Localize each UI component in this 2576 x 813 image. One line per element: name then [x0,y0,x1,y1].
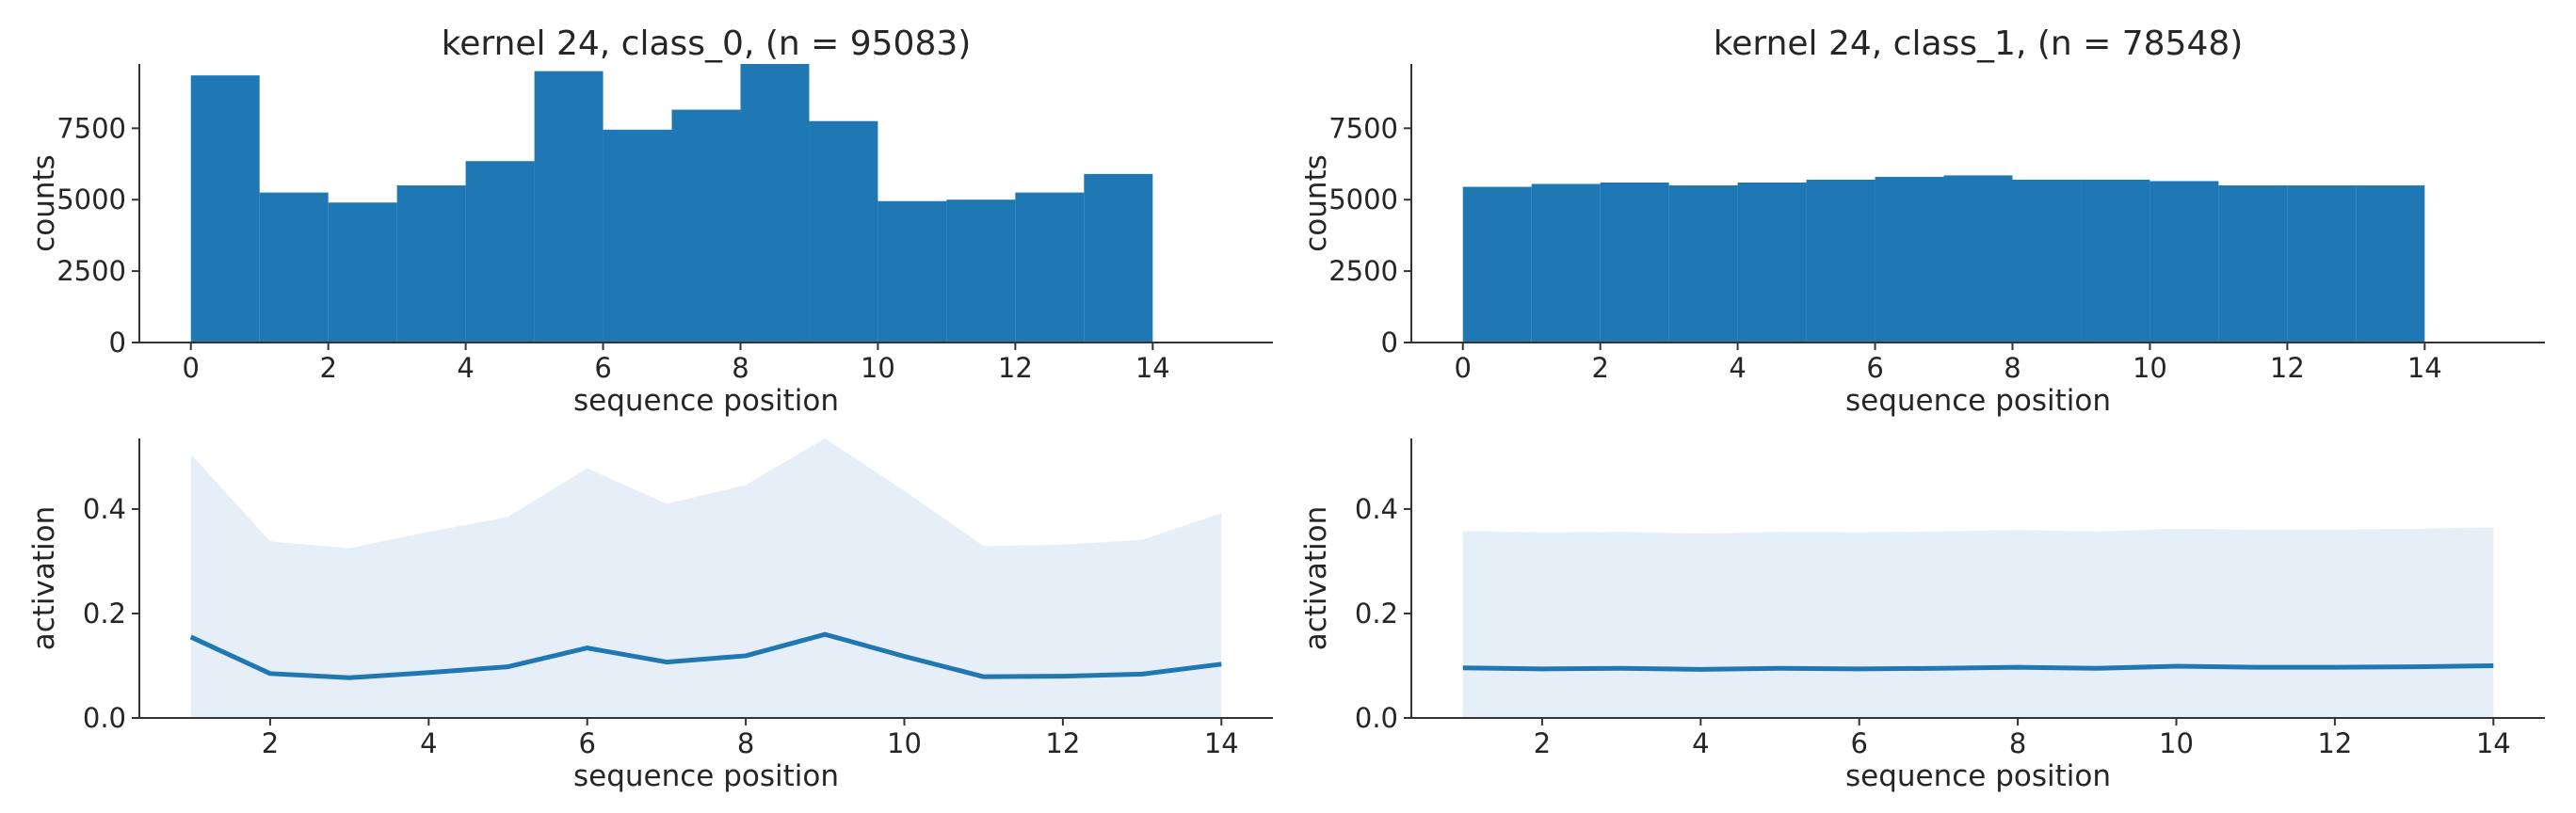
histogram-bar [2081,179,2150,343]
x-tick-label: 8 [2004,352,2021,384]
histogram-bar [1875,176,1944,343]
y-tick-label: 0.4 [1355,493,1398,525]
x-tick-label: 2 [319,352,336,384]
x-tick-label: 10 [2133,352,2167,384]
x-tick-label: 12 [2270,352,2305,384]
histogram-bar [190,75,260,343]
y-tick-label: 7500 [56,112,126,144]
histogram-bar [1806,179,1876,343]
y-axis-label: activation [27,506,61,651]
x-axis-label: sequence position [1845,384,2111,418]
x-tick-label: 10 [2159,727,2194,759]
y-tick-label: 0 [1381,327,1398,359]
x-tick-label: 6 [1866,352,1883,384]
y-tick-label: 7500 [1328,112,1398,144]
histogram-bar [1943,175,2013,343]
histogram-bar [603,129,672,343]
y-tick-label: 0.4 [83,493,126,525]
chart-panel-1: 0 2 4 6 8 10 12 14 0 2500 5000 7500 sequence positio… [27,24,1273,418]
y-tick-label: 5000 [1328,183,1398,215]
activation-band [1462,527,2494,718]
chart-panel-2: 0 2 4 6 8 10 12 14 0 2500 5000 7500 sequence positio… [1299,24,2545,418]
x-tick-label: 2 [1534,727,1551,759]
x-tick-label: 4 [1692,727,1709,759]
x-tick-label: 0 [1455,352,1472,384]
activation-mean-line [1462,662,2494,672]
histogram-bar [396,185,466,343]
x-tick-label: 14 [1135,352,1170,384]
histogram-bar [2218,185,2288,343]
histogram-bar [1531,183,1601,343]
histogram-bar [2012,179,2082,343]
x-tick-label: 2 [262,727,279,759]
y-tick-label: 0.2 [83,598,126,630]
chart-title: kernel 24, class_1, (n = 78548) [1714,24,2244,63]
x-tick-label: 4 [1729,352,1746,384]
histogram-bar [809,120,878,343]
histogram-bar [1600,182,1669,343]
x-tick-label: 8 [737,727,754,759]
histogram-bar [259,192,329,343]
chart-panel-4: 2 4 6 8 10 12 14 0.0 0.2 0.4 sequence position acti… [1299,438,2545,793]
y-tick-label: 0.0 [83,702,126,734]
histogram-bar [740,64,810,343]
x-tick-label: 0 [183,352,200,384]
x-tick-label: 4 [457,352,474,384]
x-tick-label: 8 [2009,727,2026,759]
x-tick-label: 6 [1850,727,1867,759]
histogram-bar [328,202,397,343]
histogram-bar [1462,186,1532,343]
y-axis-label: counts [27,154,61,252]
x-axis-label: sequence position [573,384,839,418]
histogram-bar [877,200,947,343]
x-tick-label: 4 [420,727,437,759]
chart-panel-3: 2 4 6 8 10 12 14 0.0 0.2 0.4 sequence position acti… [27,438,1273,793]
histogram-bar [465,161,535,343]
histogram-bar [1084,173,1153,343]
histogram-bar [671,109,741,343]
y-tick-label: 2500 [56,255,126,287]
x-axis-label: sequence position [573,759,839,793]
x-tick-label: 2 [1591,352,1608,384]
chart-title: kernel 24, class_0, (n = 95083) [442,24,972,63]
x-tick-label: 6 [594,352,611,384]
y-axis-label: activation [1299,506,1333,651]
x-tick-label: 12 [998,352,1033,384]
x-tick-label: 10 [887,727,922,759]
y-tick-label: 0 [109,327,126,359]
x-axis-label: sequence position [1845,759,2111,793]
y-tick-label: 0.0 [1355,702,1398,734]
histogram-bar [2356,185,2425,343]
x-tick-label: 12 [1045,727,1080,759]
y-tick-label: 5000 [56,183,126,215]
histogram-bar [1668,185,1738,343]
x-tick-label: 14 [2476,727,2511,759]
x-tick-label: 14 [2407,352,2442,384]
y-tick-label: 0.2 [1355,598,1398,630]
y-axis-label: counts [1299,154,1333,252]
x-tick-label: 6 [578,727,595,759]
histogram-bar [1737,182,1807,343]
histogram-bar [2149,181,2219,343]
histogram-bar [2287,185,2357,343]
histogram-bar [1015,192,1085,343]
x-tick-label: 10 [861,352,895,384]
activation-mean-line [189,631,1222,680]
activation-band [190,438,1222,718]
histogram-bar [946,199,1016,343]
x-tick-label: 14 [1204,727,1239,759]
x-tick-label: 12 [2317,727,2352,759]
x-tick-label: 8 [732,352,749,384]
y-tick-label: 2500 [1328,255,1398,287]
histogram-bar [534,71,604,343]
